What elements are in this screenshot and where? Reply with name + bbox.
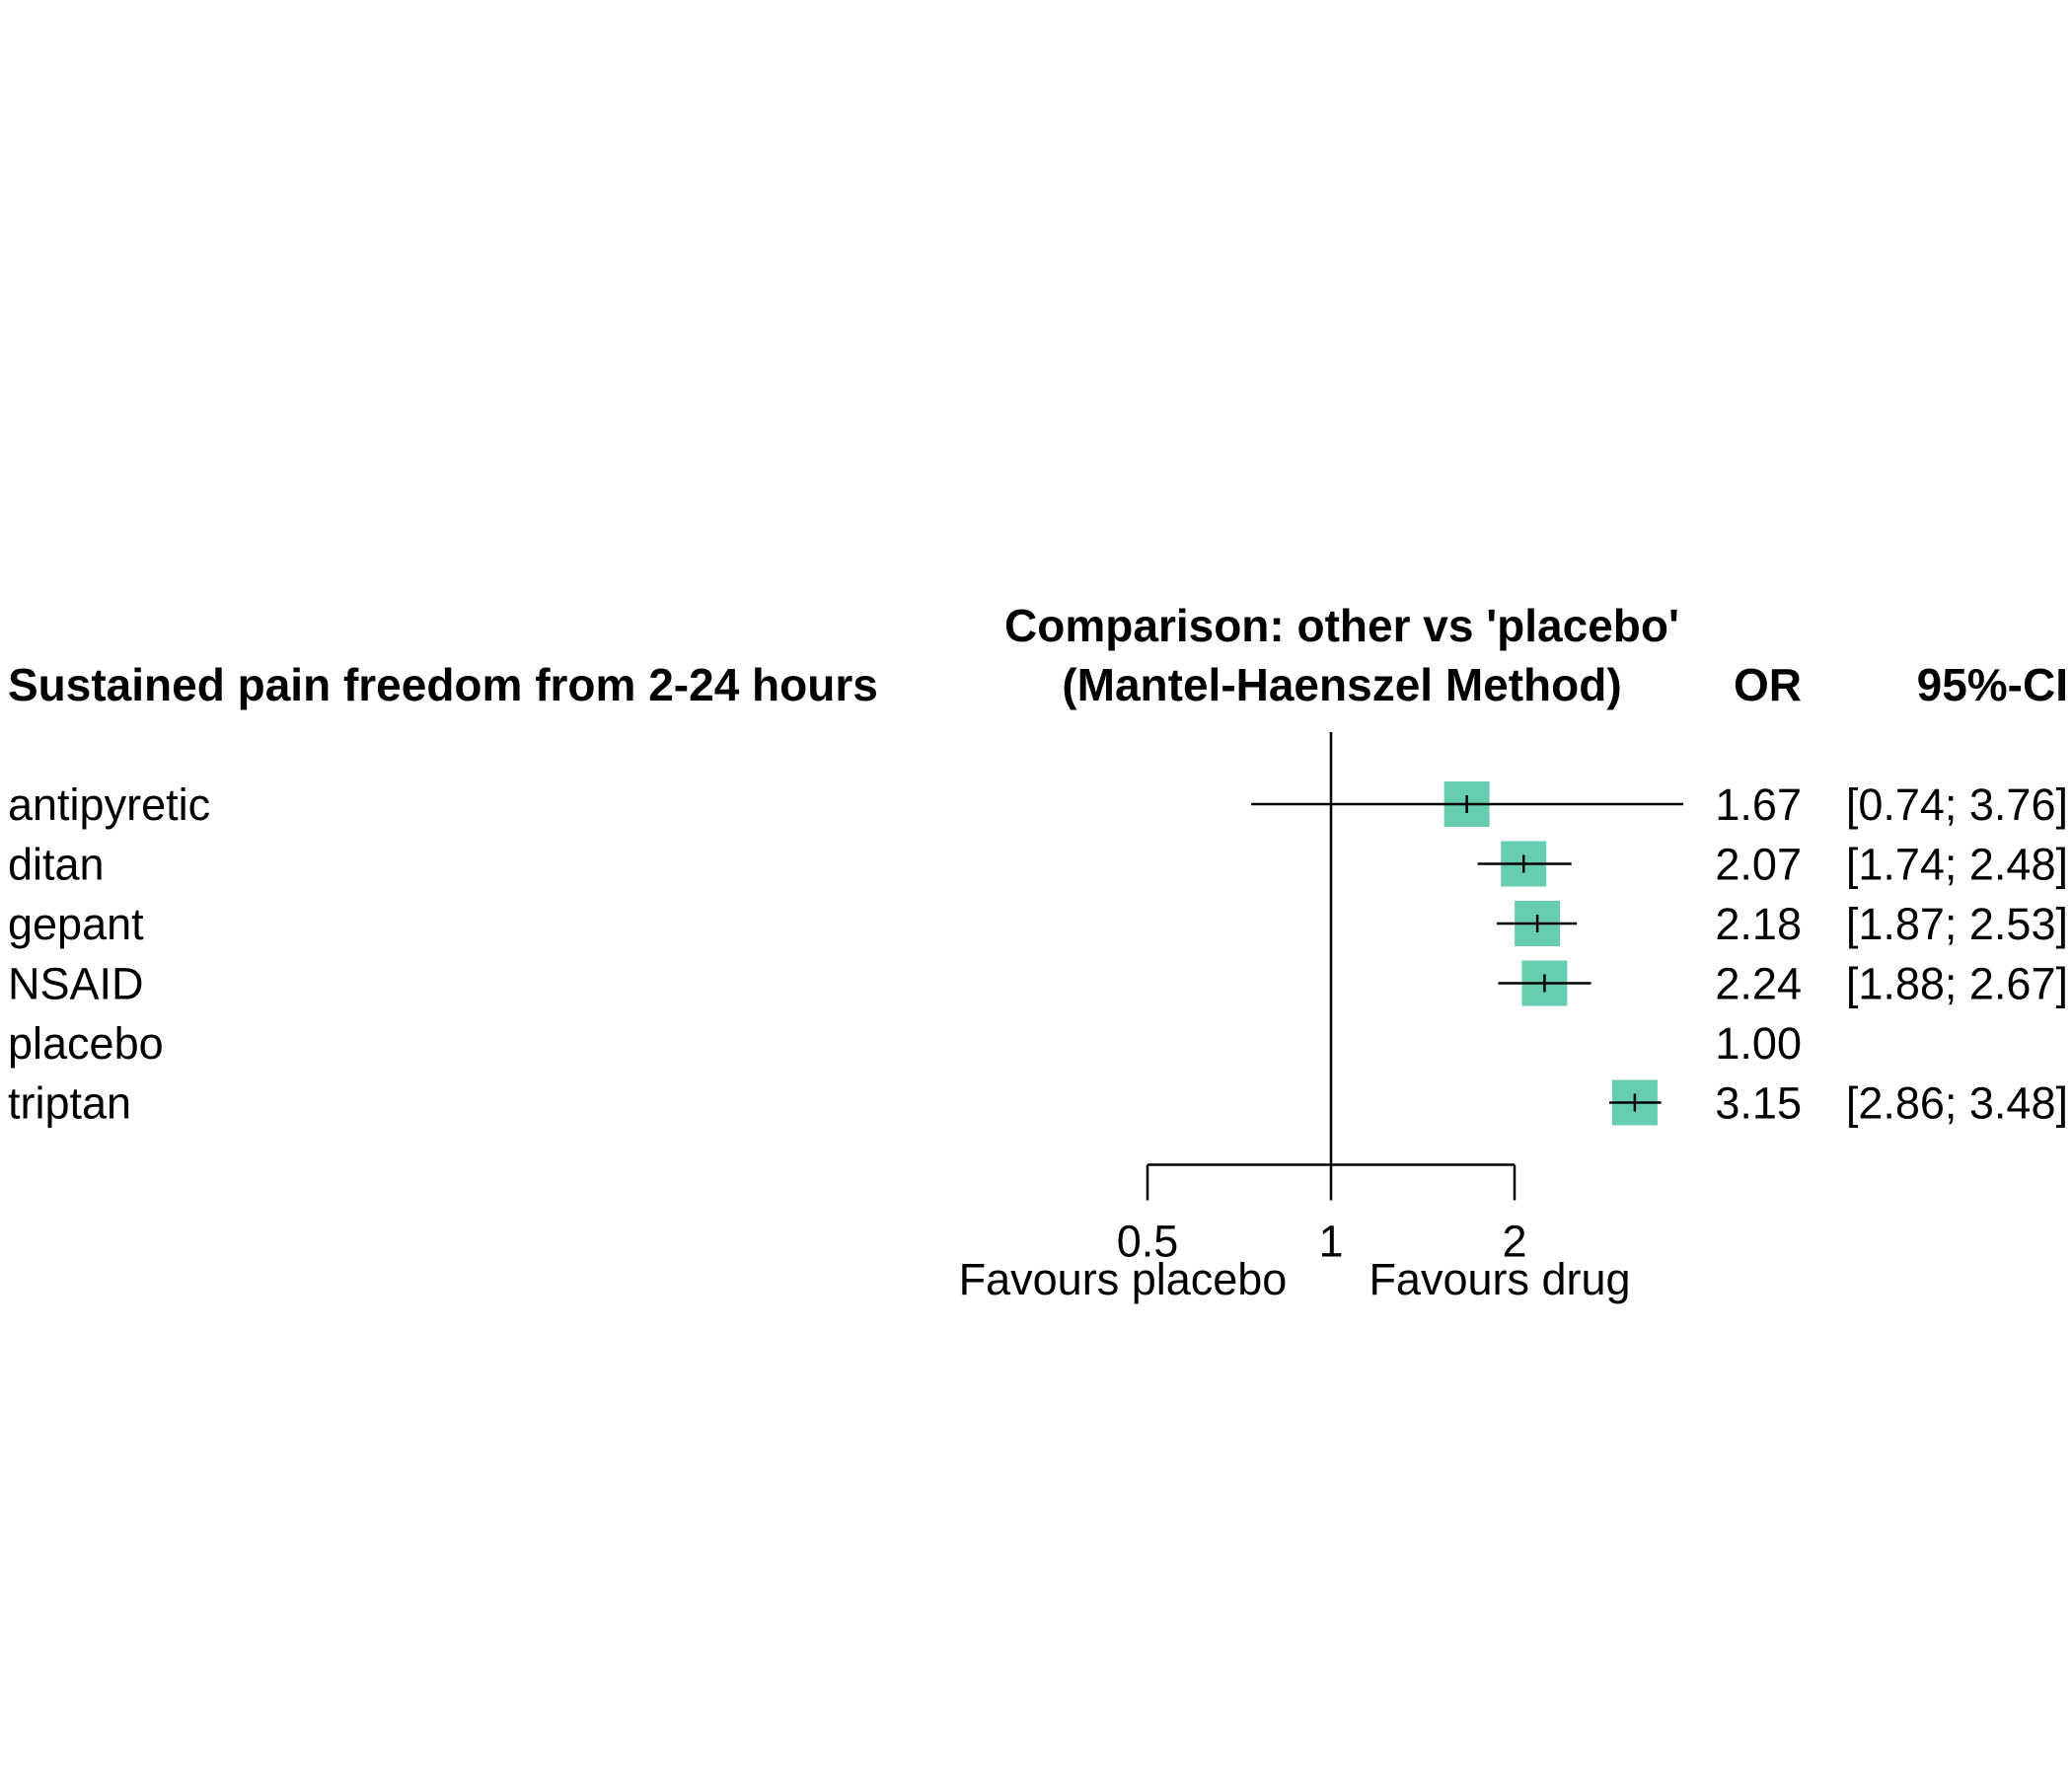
or-value: 1.67 xyxy=(1715,779,1802,830)
ci-column-header: 95%-CI xyxy=(1917,659,2068,710)
ci-value: [1.74; 2.48] xyxy=(1846,840,2068,890)
chart-title: Sustained pain freedom from 2-24 hours xyxy=(8,659,878,710)
row-label: NSAID xyxy=(8,959,144,1009)
rows-layer: antipyretic 1.67 [0.74; 3.76] ditan 2.07 [1.7… xyxy=(8,779,2068,1129)
favours-drug-label: Favours drug xyxy=(1369,1254,1630,1304)
comparison-line-1: Comparison: other vs 'placebo' xyxy=(1004,600,1679,651)
or-value: 2.07 xyxy=(1715,840,1802,890)
row-label: placebo xyxy=(8,1018,164,1069)
forest-row-triptan: triptan 3.15 [2.86; 3.48] xyxy=(8,1078,2068,1129)
or-column-header: OR xyxy=(1734,659,1802,710)
row-label: triptan xyxy=(8,1078,131,1129)
forest-row-ditan: ditan 2.07 [1.74; 2.48] xyxy=(8,840,2068,890)
or-value: 2.24 xyxy=(1715,959,1802,1009)
axis-layer: 0.5 1 2 xyxy=(1117,732,1527,1267)
row-label: ditan xyxy=(8,840,105,890)
x-tick-label: 0.5 xyxy=(1117,1217,1179,1267)
ci-value: [2.86; 3.48] xyxy=(1846,1078,2068,1129)
ci-value: [0.74; 3.76] xyxy=(1846,779,2068,830)
or-value: 2.18 xyxy=(1715,899,1802,949)
forest-row-gepant: gepant 2.18 [1.87; 2.53] xyxy=(8,899,2068,949)
x-tick-label: 2 xyxy=(1502,1217,1526,1267)
row-label: gepant xyxy=(8,899,144,949)
x-tick-label: 1 xyxy=(1318,1217,1343,1267)
forest-row-nsaid: NSAID 2.24 [1.88; 2.67] xyxy=(8,959,2068,1009)
or-value: 1.00 xyxy=(1715,1018,1802,1069)
favours-placebo-label: Favours placebo xyxy=(959,1254,1288,1304)
comparison-line-2: (Mantel-Haenszel Method) xyxy=(1062,659,1621,710)
or-value: 3.15 xyxy=(1715,1078,1802,1129)
ci-value: [1.87; 2.53] xyxy=(1846,899,2068,949)
ci-value: [1.88; 2.67] xyxy=(1846,959,2068,1009)
forest-row-placebo: placebo 1.00 xyxy=(8,1018,1802,1069)
row-label: antipyretic xyxy=(8,779,210,830)
forest-row-antipyretic: antipyretic 1.67 [0.74; 3.76] xyxy=(8,779,2068,830)
